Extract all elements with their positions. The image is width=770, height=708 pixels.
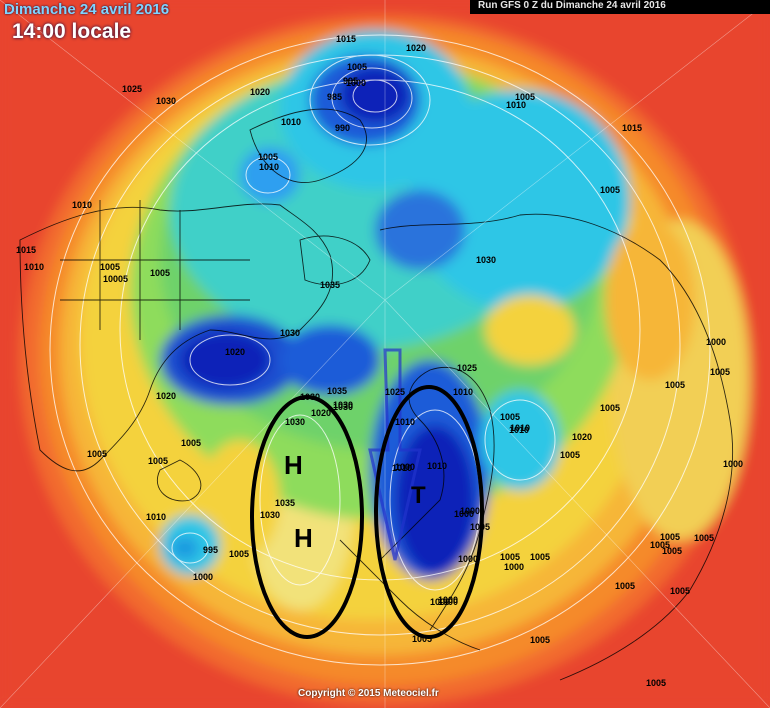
- isobar-label: 1005: [600, 185, 620, 195]
- trough-ellipse: [374, 385, 484, 639]
- isobar-label: 995: [343, 76, 358, 86]
- isobar-label: 1005: [660, 532, 680, 542]
- isobar-label: 1030: [476, 255, 496, 265]
- isobar-label: 1005: [150, 268, 170, 278]
- isobar-label: 1005: [600, 403, 620, 413]
- isobar-label: 1005: [181, 438, 201, 448]
- isobar-label: 1005: [665, 380, 685, 390]
- high-label-1: H: [284, 450, 303, 480]
- isobar-label: 1000: [706, 337, 726, 347]
- map-date: Dimanche 24 avril 2016: [4, 1, 170, 18]
- isobar-label: 1010: [509, 425, 529, 435]
- isobar-label: 1025: [385, 387, 405, 397]
- isobar-label: 1005: [347, 62, 367, 72]
- isobar-label: 1010: [453, 387, 473, 397]
- isobar-label: 1010: [281, 117, 301, 127]
- isobar-label: 1005: [650, 540, 670, 550]
- map-time: 14:00 locale: [12, 20, 132, 43]
- isobar-label: 1020: [406, 43, 426, 53]
- isobar-lines: [49, 34, 711, 666]
- run-bar: [470, 0, 770, 14]
- isobar-label: 1005: [500, 552, 520, 562]
- isobar-label: 1030: [285, 417, 305, 427]
- isobar-label: 1020: [572, 432, 592, 442]
- isobar-label: 1005: [615, 581, 635, 591]
- isobar-label: 1000: [395, 462, 415, 472]
- isobar-label: 1010: [510, 423, 530, 433]
- isobar-label: 1010: [24, 262, 44, 272]
- isobar-label: 1005: [87, 449, 107, 459]
- isobar-label: 1005: [412, 634, 432, 644]
- isobar-label: 10005: [103, 274, 128, 284]
- isobar-label: 1005: [100, 262, 120, 272]
- isobar-label: 1010: [506, 100, 526, 110]
- isobar-label: 1000: [460, 506, 480, 516]
- isobar-label: 1015: [336, 34, 356, 44]
- isobar-label: 1025: [122, 84, 142, 94]
- isobar-label: 1030: [300, 392, 320, 402]
- isobar-label: 1010: [146, 512, 166, 522]
- isobar-label: 1000: [346, 78, 366, 88]
- trough-arrow: [368, 348, 422, 561]
- isobar-label: 1035: [327, 386, 347, 396]
- isobar-label: 1005: [530, 552, 550, 562]
- isobar-label: 1005: [258, 152, 278, 162]
- isobar-label: 1030: [156, 96, 176, 106]
- trough-label: T: [411, 482, 426, 509]
- isobar-label: 1005: [662, 546, 682, 556]
- isobar-label: 1010: [395, 417, 415, 427]
- isobar-label: 1005: [515, 92, 535, 102]
- isobar-label: 1000: [458, 554, 478, 564]
- high-label-2: H: [294, 523, 313, 553]
- isobar-label: 1010: [72, 200, 92, 210]
- isobar-label: 1030: [260, 510, 280, 520]
- isobar-label: 1005: [646, 678, 666, 688]
- isobar-label: 1000: [430, 597, 450, 607]
- isobar-label: 1000: [438, 597, 458, 607]
- isobar-label: 1005: [560, 450, 580, 460]
- isobar-label: 985: [327, 92, 342, 102]
- isobar-label: 1035: [320, 280, 340, 290]
- isobar-label: 1010: [392, 463, 412, 473]
- high-pressure-ellipse: [250, 395, 364, 639]
- isobar-label: 1000: [193, 572, 213, 582]
- isobar-label: 1035: [275, 498, 295, 508]
- isobar-label: 1000: [438, 595, 458, 605]
- isobar-label: 1030: [280, 328, 300, 338]
- isobar-label: 1005: [694, 533, 714, 543]
- isobar-label: 1005: [500, 412, 520, 422]
- isobar-label: 1005: [530, 635, 550, 645]
- isobar-label: 1020: [156, 391, 176, 401]
- isobar-labels: 1015102010059959859901000102510301020101…: [16, 34, 743, 688]
- isobar-label: 1030: [333, 402, 353, 412]
- isobar-label: 1005: [670, 586, 690, 596]
- isobar-label: 995: [203, 545, 218, 555]
- isobar-label: 1010: [427, 461, 447, 471]
- model-run: Run GFS 0 Z du Dimanche 24 avril 2016: [478, 0, 666, 11]
- isobar-label: 1015: [16, 245, 36, 255]
- isobar-label: 1000: [454, 509, 474, 519]
- isobar-label: 1015: [622, 123, 642, 133]
- isobar-label: 1000: [723, 459, 743, 469]
- isobar-label: 1010: [259, 162, 279, 172]
- isobar-label: 1000: [504, 562, 524, 572]
- isobar-label: 1020: [250, 87, 270, 97]
- isobar-label: 1005: [148, 456, 168, 466]
- isobar-label: 1005: [470, 522, 490, 532]
- isobar-label: 1020: [225, 347, 245, 357]
- copyright: Copyright © 2015 Meteociel.fr: [298, 688, 439, 699]
- isobar-label: 1030: [333, 400, 353, 410]
- isobar-label: 990: [335, 123, 350, 133]
- isobar-label: 1020: [311, 408, 331, 418]
- isobar-label: 1005: [229, 549, 249, 559]
- isobar-label: 1005: [710, 367, 730, 377]
- isobar-label: 1025: [457, 363, 477, 373]
